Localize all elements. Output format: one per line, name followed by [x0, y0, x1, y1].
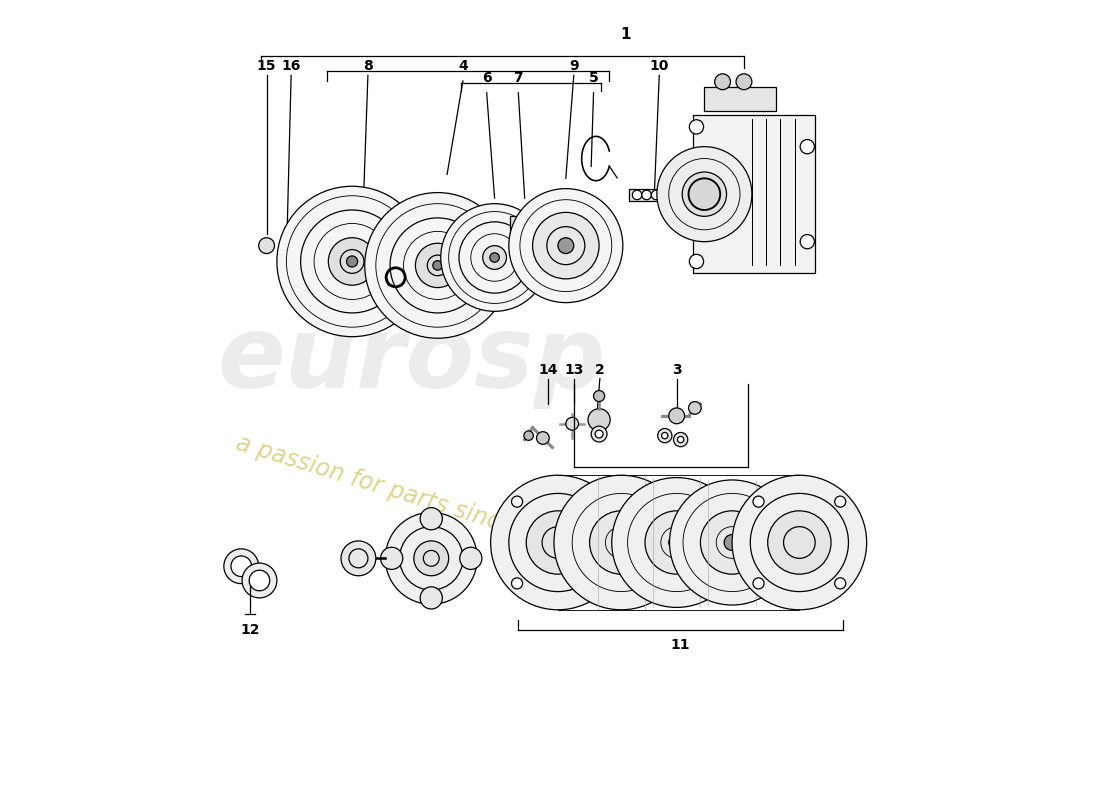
Circle shape: [657, 146, 752, 242]
Circle shape: [673, 433, 688, 446]
Circle shape: [835, 578, 846, 589]
Circle shape: [768, 511, 830, 574]
Circle shape: [284, 238, 290, 245]
Circle shape: [669, 534, 684, 550]
Circle shape: [658, 429, 672, 442]
Circle shape: [689, 402, 701, 414]
Circle shape: [670, 480, 794, 605]
Circle shape: [612, 478, 741, 607]
Circle shape: [441, 204, 549, 311]
Circle shape: [526, 511, 590, 574]
Circle shape: [537, 432, 549, 444]
Circle shape: [689, 178, 720, 210]
Circle shape: [414, 541, 449, 576]
Bar: [510, 216, 539, 234]
Text: 16: 16: [282, 59, 300, 73]
Circle shape: [682, 172, 726, 216]
Circle shape: [524, 431, 534, 440]
Circle shape: [554, 475, 689, 610]
Circle shape: [381, 547, 403, 570]
Circle shape: [715, 74, 730, 90]
Circle shape: [678, 437, 684, 442]
Circle shape: [328, 238, 376, 286]
Circle shape: [565, 418, 579, 430]
Circle shape: [512, 578, 522, 589]
Circle shape: [460, 547, 482, 570]
Circle shape: [512, 496, 522, 507]
Bar: [704, 87, 776, 111]
Circle shape: [669, 408, 684, 424]
Text: 4: 4: [458, 59, 468, 73]
Circle shape: [223, 549, 258, 584]
Circle shape: [614, 534, 629, 550]
Bar: [693, 115, 815, 274]
Circle shape: [593, 578, 604, 589]
Circle shape: [594, 390, 605, 402]
Circle shape: [736, 74, 752, 90]
Circle shape: [558, 238, 574, 254]
Circle shape: [520, 220, 529, 230]
Circle shape: [385, 513, 477, 604]
Text: 9: 9: [569, 59, 579, 73]
Circle shape: [645, 511, 708, 574]
Text: 5: 5: [588, 70, 598, 85]
Circle shape: [258, 238, 275, 254]
Text: 2: 2: [595, 363, 605, 377]
Text: 13: 13: [564, 363, 583, 377]
Circle shape: [595, 430, 603, 438]
Circle shape: [346, 256, 358, 267]
Circle shape: [651, 190, 661, 200]
Text: 15: 15: [256, 59, 276, 73]
Text: 14: 14: [539, 363, 558, 377]
Circle shape: [509, 189, 623, 302]
Circle shape: [593, 496, 604, 507]
Circle shape: [632, 190, 641, 200]
Circle shape: [701, 511, 763, 574]
Text: 8: 8: [363, 59, 373, 73]
Circle shape: [724, 534, 740, 550]
Circle shape: [365, 193, 510, 338]
Bar: [629, 189, 664, 201]
Text: a passion for parts since 1985: a passion for parts since 1985: [233, 431, 582, 558]
Circle shape: [432, 261, 442, 270]
Text: 10: 10: [650, 59, 669, 73]
Text: eurosp: eurosp: [218, 312, 606, 409]
Circle shape: [341, 541, 376, 576]
Circle shape: [661, 433, 668, 438]
Circle shape: [250, 570, 270, 590]
Circle shape: [483, 246, 506, 270]
Circle shape: [277, 186, 427, 337]
Circle shape: [588, 409, 610, 431]
Circle shape: [420, 508, 442, 530]
Circle shape: [420, 587, 442, 609]
Circle shape: [416, 243, 460, 287]
Circle shape: [733, 475, 867, 610]
Circle shape: [641, 190, 651, 200]
Circle shape: [754, 496, 764, 507]
Circle shape: [532, 212, 600, 279]
Text: 12: 12: [240, 622, 260, 637]
Circle shape: [490, 253, 499, 262]
Circle shape: [690, 120, 704, 134]
Circle shape: [242, 563, 277, 598]
Text: 3: 3: [672, 363, 682, 377]
Circle shape: [590, 511, 653, 574]
Text: 1: 1: [620, 26, 630, 42]
Circle shape: [835, 496, 846, 507]
Circle shape: [754, 578, 764, 589]
Circle shape: [282, 236, 293, 247]
Text: 11: 11: [671, 638, 691, 653]
Text: 7: 7: [514, 70, 524, 85]
Circle shape: [800, 234, 814, 249]
Text: 6: 6: [482, 70, 492, 85]
Circle shape: [591, 426, 607, 442]
Circle shape: [690, 254, 704, 269]
Circle shape: [491, 475, 625, 610]
Circle shape: [231, 556, 252, 577]
Circle shape: [800, 139, 814, 154]
